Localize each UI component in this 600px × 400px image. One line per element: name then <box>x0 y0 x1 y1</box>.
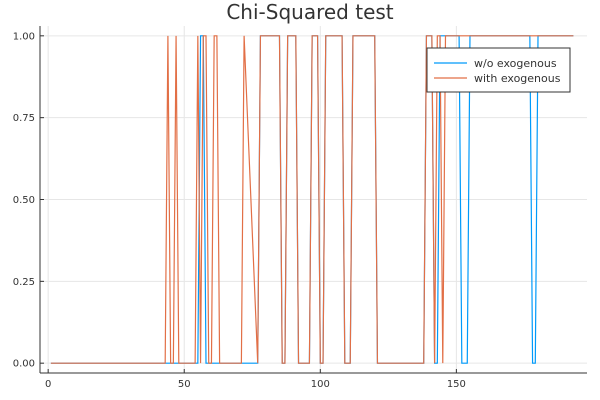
y-tick-label: 0.50 <box>13 195 35 206</box>
chart-title: Chi-Squared test <box>226 0 393 24</box>
series-layer <box>50 35 574 364</box>
y-tick-label: 0.75 <box>13 113 35 124</box>
y-tick-label: 0.00 <box>13 359 35 370</box>
x-axis-ticks: 0 50 100 150 <box>45 369 466 390</box>
y-tick-label: 0.25 <box>13 277 35 288</box>
x-tick-label: 150 <box>447 379 466 390</box>
legend-label-wo-exogenous: w/o exogenous <box>474 57 557 70</box>
legend-box <box>426 47 571 93</box>
x-tick-label: 0 <box>45 379 51 390</box>
y-axis-ticks: 0.00 0.25 0.50 0.75 1.00 <box>13 31 44 370</box>
legend-label-with-exogenous: with exogenous <box>474 72 561 85</box>
y-tick-label: 1.00 <box>13 31 35 42</box>
legend: w/o exogenous with exogenous <box>426 47 571 93</box>
x-tick-label: 100 <box>311 379 330 390</box>
x-tick-label: 50 <box>178 379 191 390</box>
series-line-with-exogenous <box>50 35 574 364</box>
